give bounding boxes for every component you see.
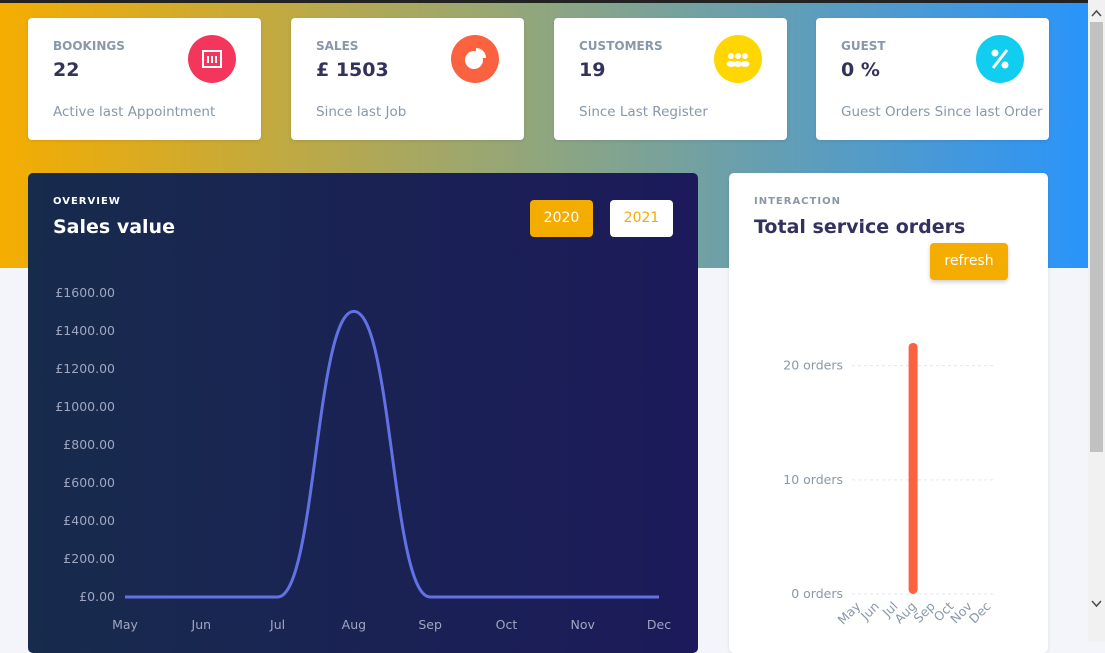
year-button[interactable]: 2020: [530, 200, 593, 237]
scroll-down[interactable]: [1091, 600, 1102, 608]
refresh-button[interactable]: refresh: [930, 243, 1008, 280]
y-tick-label: 10 orders: [783, 472, 843, 487]
overline: INTERACTION: [754, 196, 841, 207]
icon-glyph: [726, 53, 750, 67]
y-tick-label: £1400.00: [55, 323, 115, 338]
card-title: CUSTOMERS: [579, 39, 663, 53]
glyph: [740, 61, 750, 67]
card-subtitle: Guest Orders Since last Order: [841, 104, 1043, 120]
x-tick-label: Nov: [571, 617, 596, 632]
scroll-up[interactable]: [1091, 9, 1102, 17]
glyph: [735, 53, 741, 59]
panel-title: Total service orders: [754, 216, 966, 238]
y-tick-label: 20 orders: [783, 358, 843, 373]
x-tick-label: Aug: [342, 617, 366, 632]
x-tick-label: Jun: [191, 617, 212, 632]
card-value: 22: [53, 59, 80, 81]
card-value: £ 1503: [316, 59, 389, 81]
x-tick-label: Oct: [496, 617, 518, 632]
x-tick-label: Dec: [647, 617, 671, 632]
scroll-arrows[interactable]: [1088, 0, 1105, 642]
glyph: [991, 49, 999, 57]
stat-card: CUSTOMERS 19 Since Last Register: [554, 18, 787, 140]
y-tick-label: £0.00: [79, 589, 115, 604]
card-subtitle: Since Last Register: [579, 104, 708, 120]
sales-panel: OVERVIEW Sales value 2020 2021: [28, 173, 698, 653]
y-tick-label: £800.00: [63, 437, 115, 452]
x-tick-label: Dec: [966, 598, 994, 626]
sales-line: [124, 309, 659, 599]
stat-card: SALES £ 1503 Since last Job: [291, 18, 524, 140]
charts: £0.00 £200.00 £400.00 £600.00 £800.00 £1000.0…: [55, 48, 1009, 632]
top-bar: [0, 0, 1088, 3]
stat-card: BOOKINGS 22 Active last Appointment: [28, 18, 261, 140]
y-tick-label: £1000.00: [55, 399, 115, 414]
y-tick-label: £400.00: [63, 513, 115, 528]
glyph: [742, 53, 748, 59]
glyph: [733, 61, 743, 67]
panel-title: Sales value: [53, 216, 175, 238]
orders-panel: INTERACTION Total service orders refresh: [729, 173, 1048, 653]
y-tick-label: £600.00: [63, 475, 115, 490]
x-tick-label: Jun: [857, 599, 882, 624]
icon-glyph: [202, 50, 222, 68]
x-tick-label: Sep: [418, 617, 442, 632]
card-title: SALES: [316, 39, 359, 53]
scrollbar-thumb[interactable]: [1090, 22, 1103, 452]
card-value: 0 %: [841, 59, 880, 81]
icon-glyph: [465, 48, 486, 69]
y-tick-label: £1200.00: [55, 361, 115, 376]
y-tick-label: £1600.00: [55, 285, 115, 300]
glyph: [991, 49, 1009, 69]
card-subtitle: Since last Job: [316, 104, 407, 120]
y-tick-label: £200.00: [63, 551, 115, 566]
card-subtitle: Active last Appointment: [53, 104, 216, 120]
bar: [908, 342, 918, 594]
year-button[interactable]: 2021: [610, 200, 673, 237]
card-value: 19: [579, 59, 606, 81]
card-title: BOOKINGS: [53, 39, 125, 53]
glyph: [476, 48, 486, 58]
x-tick-label: May: [112, 617, 138, 632]
card-title: GUEST: [841, 39, 886, 53]
stat-card: GUEST 0 % Guest Orders Since last Order: [816, 18, 1049, 140]
glyph: [1001, 61, 1009, 69]
icon-glyph: [991, 49, 1009, 69]
glyph: [202, 50, 222, 68]
x-tick-label: Jul: [269, 617, 285, 632]
overline: OVERVIEW: [53, 196, 121, 207]
glyph: [728, 53, 734, 59]
glyph: [726, 61, 736, 67]
y-tick-label: 0 orders: [791, 586, 843, 601]
